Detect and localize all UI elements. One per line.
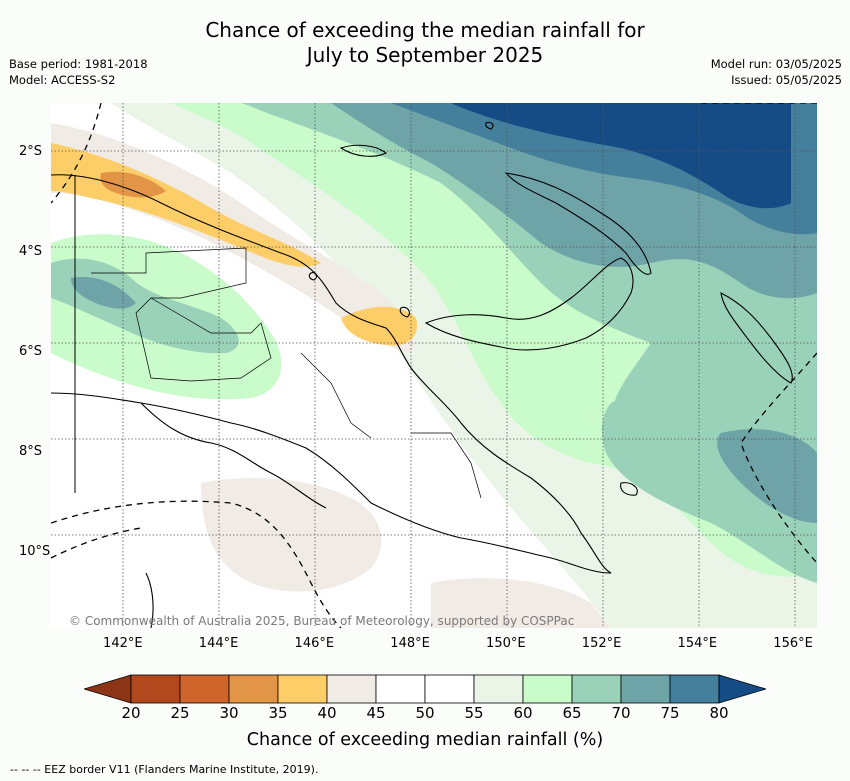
contour-30 xyxy=(100,171,166,198)
longitude-label: 156°E xyxy=(773,636,813,651)
colorbar-arrow-low xyxy=(84,674,132,704)
latitude-label: 4°S xyxy=(19,244,43,259)
colorbar-tick-label: 65 xyxy=(562,704,582,722)
cape-york xyxy=(145,572,154,628)
longitude-label: 150°E xyxy=(486,636,526,651)
latitude-label: 6°S xyxy=(19,344,43,359)
colorbar-segment xyxy=(620,674,671,704)
map-title: Chance of exceeding the median rainfall … xyxy=(0,18,850,68)
bougainville-coast xyxy=(720,292,793,384)
new-britain-coast xyxy=(424,257,634,351)
colorbar-segment xyxy=(522,674,573,704)
small-island-2 xyxy=(308,272,318,281)
colorbar-label: Chance of exceeding median rainfall (%) xyxy=(246,730,604,750)
contour-west-75 xyxy=(71,276,136,309)
title-line-1: Chance of exceeding the median rainfall … xyxy=(205,18,645,42)
colorbar-segment xyxy=(669,674,720,704)
meta-right: Model run: 03/05/2025 Issued: 05/05/2025 xyxy=(711,56,842,88)
colorbar-arrow-high xyxy=(718,674,766,704)
contour-85 xyxy=(451,103,791,209)
colorbar-tick-label: 80 xyxy=(709,704,729,722)
base-period-text: Base period: 1981-2018 xyxy=(9,57,148,71)
colorbar-tick-label: 70 xyxy=(611,704,631,722)
colorbar-segment xyxy=(326,674,377,704)
longitude-label: 154°E xyxy=(677,636,718,651)
copyright-text: © Commonwealth of Australia 2025, Bureau… xyxy=(69,614,575,628)
latitude-label: 2°S xyxy=(19,144,43,159)
colorbar xyxy=(84,674,766,704)
colorbar-tick-label: 60 xyxy=(513,704,533,722)
meta-left: Base period: 1981-2018 Model: ACCESS-S2 xyxy=(9,56,148,88)
colorbar-tick-label: 25 xyxy=(170,704,190,722)
new-guinea-coast xyxy=(51,174,612,574)
new-ireland-coast xyxy=(504,172,652,275)
province-borders xyxy=(91,247,482,499)
colorbar-tick-label: 30 xyxy=(219,704,239,722)
coastlines xyxy=(51,121,793,628)
colorbar-tick-label: 35 xyxy=(268,704,288,722)
latitude-label: 8°S xyxy=(19,444,43,459)
longitude-label: 146°E xyxy=(294,636,335,651)
contour-40-bottom xyxy=(431,578,611,628)
longitude-label: 148°E xyxy=(390,636,430,651)
colorbar-tick-label: 20 xyxy=(121,704,141,722)
colorbar-segment xyxy=(473,674,524,704)
model-run-text: Model run: 03/05/2025 xyxy=(710,57,842,71)
louisiade-islands xyxy=(620,482,638,496)
longitude-label: 144°E xyxy=(198,636,239,651)
contour-se-75 xyxy=(717,429,817,523)
colorbar-segment xyxy=(130,674,181,704)
latitude-label: 10°S xyxy=(19,544,51,559)
colorbar-segment xyxy=(375,674,426,704)
map-svg xyxy=(51,103,817,628)
longitude-label: 142°E xyxy=(103,636,143,651)
model-text: Model: ACCESS-S2 xyxy=(9,73,116,87)
eez-borders xyxy=(51,103,817,628)
manus-island xyxy=(339,144,388,157)
colorbar-segment xyxy=(228,674,279,704)
colorbar-tick-label: 45 xyxy=(366,704,386,722)
colorbar-segment xyxy=(424,674,475,704)
colorbar-segment xyxy=(179,674,230,704)
colorbar-tick-label: 50 xyxy=(415,704,435,722)
rainfall-map: © Commonwealth of Australia 2025, Bureau… xyxy=(51,103,817,628)
colorbar-tick-label: 40 xyxy=(317,704,337,722)
colorbar-tick-label: 55 xyxy=(464,704,484,722)
eez-legend: -- -- -- EEZ border V11 (Flanders Marine… xyxy=(10,763,319,776)
contour-40-south xyxy=(201,478,382,592)
longitude-label: 152°E xyxy=(581,636,622,651)
small-island-1 xyxy=(485,121,494,130)
colorbar-tick-label: 75 xyxy=(660,704,680,722)
colorbar-segment xyxy=(571,674,622,704)
graticule xyxy=(51,103,817,628)
colorbar-segment xyxy=(277,674,328,704)
issued-text: Issued: 05/05/2025 xyxy=(731,73,842,87)
south-coast xyxy=(140,402,327,509)
small-island-3 xyxy=(399,306,410,318)
title-line-2: July to September 2025 xyxy=(306,43,544,67)
